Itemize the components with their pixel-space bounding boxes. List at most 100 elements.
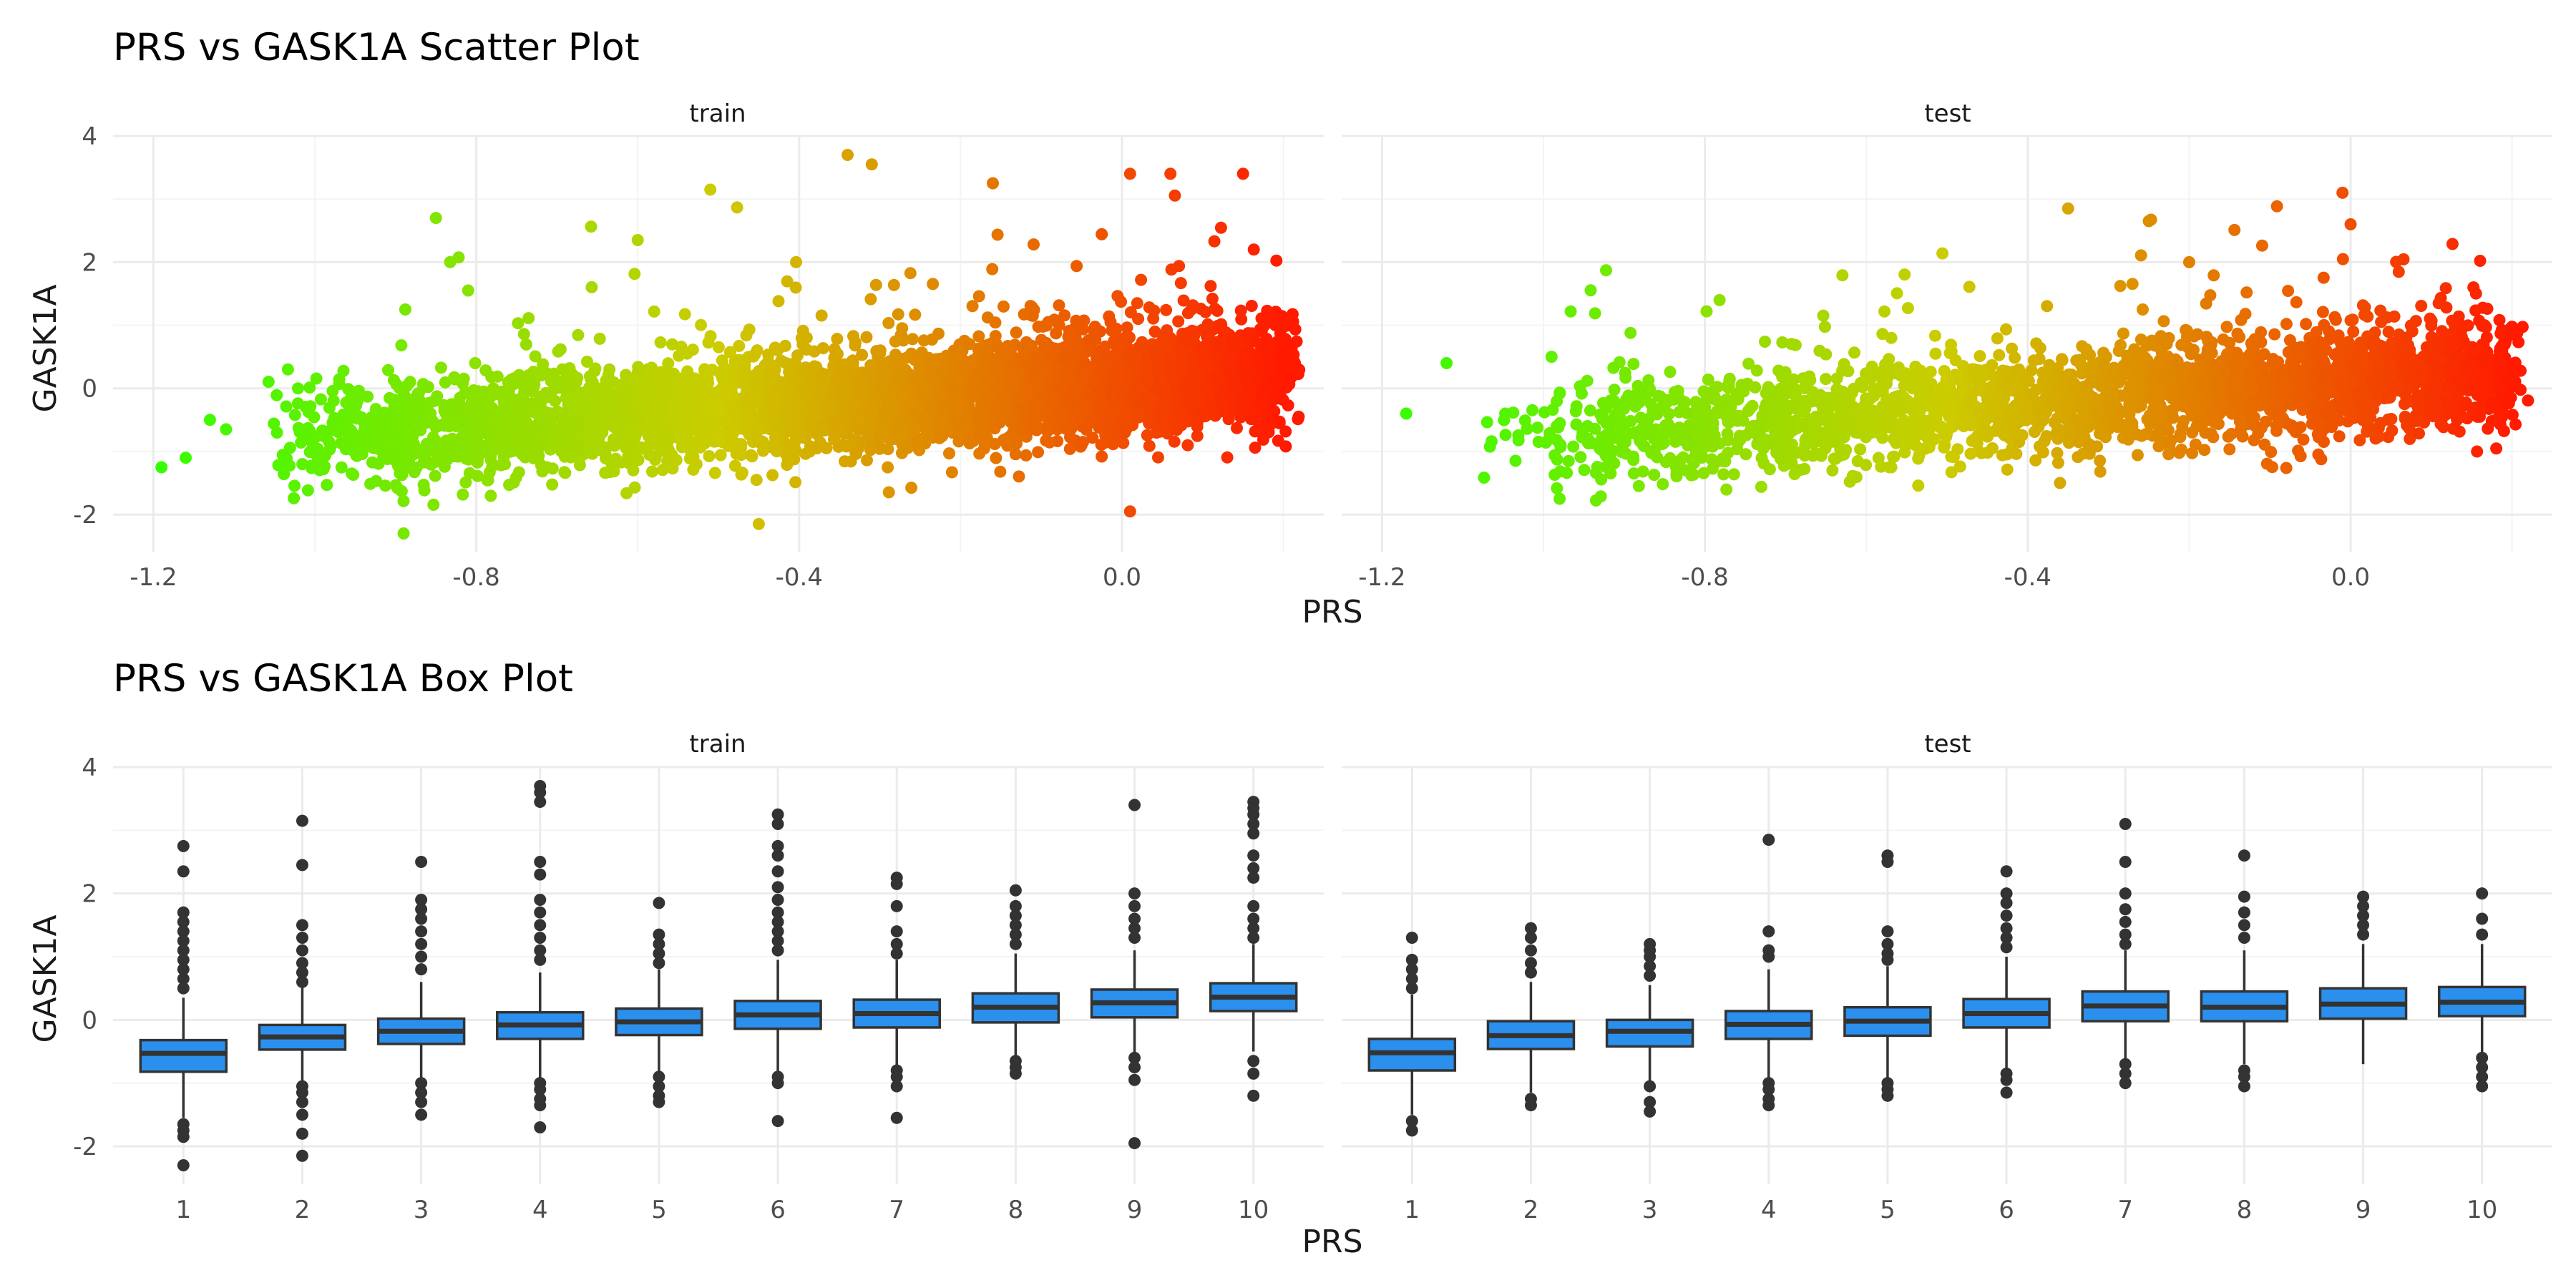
scatter-point [838,358,851,371]
scatter-point [687,463,700,476]
scatter-point [1077,323,1089,336]
scatter-point [783,366,796,379]
scatter-point [318,460,331,473]
scatter-point [786,443,799,455]
scatter-point [512,466,525,479]
scatter-point [1010,326,1023,339]
scatter-point [1009,448,1022,461]
scatter-point [748,348,761,361]
scatter-point [379,479,391,492]
scatter-point [1045,349,1058,362]
scatter-point [558,466,571,479]
scatter-point [532,451,545,464]
scatter-point [997,300,1010,313]
scatter-point [1194,303,1207,315]
scatter-point [571,371,584,384]
scatter-point [382,364,394,376]
scatter-point [471,456,484,469]
scatter-point [896,391,909,404]
scatter-point [847,330,859,343]
scatter-point [1234,402,1247,415]
scatter-point [421,381,434,394]
scatter-point [1208,235,1221,248]
scatter-point [861,454,873,467]
scatter-point [2030,337,2043,350]
scatter-point [397,494,410,507]
scatter-point [299,401,312,414]
scatter-point [758,409,771,421]
scatter-point [401,461,414,474]
scatter-point [1029,371,1042,384]
scatter-point [936,366,949,379]
scatter-point [584,381,597,394]
scatter-point [1093,364,1106,376]
scatter-point [1173,260,1186,273]
scatter-point [1991,332,2004,345]
scatter-point [717,363,730,376]
scatter-point [1163,348,1176,361]
scatter-point [509,444,522,457]
scatter-point [1231,421,1243,434]
scatter-point [743,323,756,336]
scatter-point [1277,343,1290,356]
scatter-point [540,366,553,379]
scatter-point [1584,284,1597,297]
scatter-point [374,444,386,457]
scatter-point [892,308,904,321]
scatter-point [1001,340,1014,352]
scatter-point [1025,343,1038,356]
scatter-point [1136,336,1148,348]
scatter-point [667,397,680,410]
scatter-point [1176,350,1189,362]
scatter-point [924,400,937,413]
scatter-point [789,476,802,489]
scatter-point [537,430,550,443]
scatter-point [1759,336,1771,348]
scatter-point [927,278,940,291]
scatter-point [310,372,323,385]
scatter-point [1121,321,1133,334]
scatter-point [1058,309,1071,322]
scatter-point [1013,470,1025,483]
scatter-point [459,476,472,489]
scatter-point [1005,416,1018,429]
scatter-point [772,295,785,308]
scatter-point [1153,408,1166,421]
scatter-point [1164,167,1177,180]
scatter-point [736,369,748,381]
scatter-point [465,396,478,409]
scatter-point [1186,394,1199,406]
scatter-point [288,492,301,504]
scatter-point [811,426,824,439]
scatter-point [1172,315,1185,328]
scatter-point [642,441,655,454]
scatter-point [270,426,283,439]
scatter-point [771,445,783,458]
scatter-point [882,486,895,499]
scatter-point [673,349,686,362]
scatter-point [856,348,869,361]
scatter-point [1480,416,1493,429]
scatter-point [1135,273,1148,286]
scatter-point [683,420,695,433]
scatter-point [889,335,902,348]
scatter-point [1279,359,1292,372]
scatter-point [1181,336,1194,349]
scatter-point [1025,301,1038,313]
scatter-point [1257,433,1269,446]
scatter-point [1642,374,1655,386]
scatter-point [815,309,828,322]
scatter-point [645,361,658,374]
scatter-point [1185,376,1198,389]
scatter-point [882,443,894,456]
scatter-point [630,379,643,391]
scatter-point [975,413,988,426]
scatter-point [180,452,192,464]
scatter-point [1171,407,1184,419]
scatter-point [870,345,883,358]
scatter-point [497,427,509,440]
scatter-point [1111,434,1123,447]
scatter-point [515,416,528,429]
scatter-point [1095,439,1108,451]
scatter-point [816,342,829,355]
